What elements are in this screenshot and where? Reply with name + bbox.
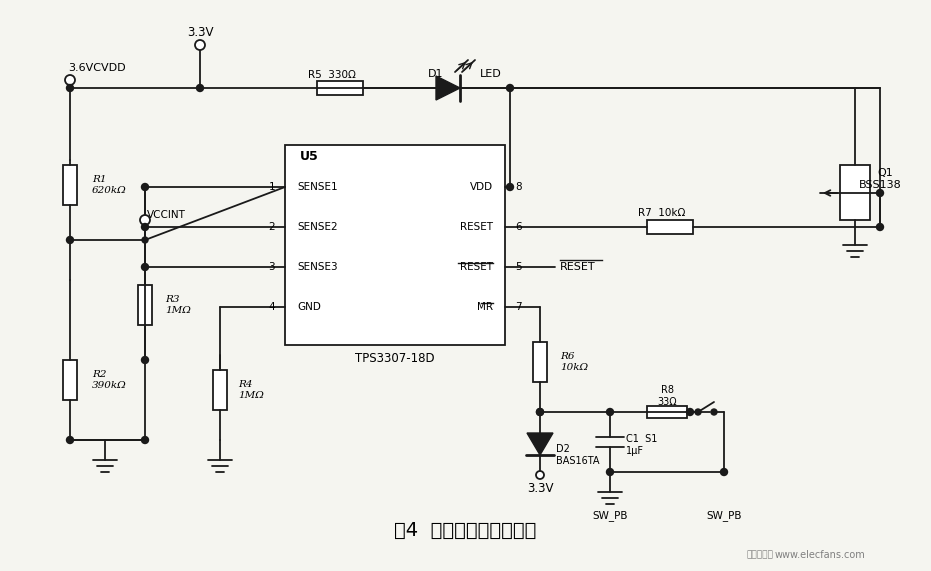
Bar: [285, 145, 505, 345]
Text: R7  10kΩ: R7 10kΩ: [639, 208, 686, 218]
Text: RESET: RESET: [560, 262, 596, 272]
Bar: [647, 406, 687, 418]
Circle shape: [66, 436, 74, 444]
Text: GND: GND: [297, 302, 321, 312]
Text: 电子发烧友: 电子发烧友: [747, 550, 774, 560]
Circle shape: [876, 190, 884, 196]
Text: 1: 1: [268, 182, 275, 192]
Circle shape: [536, 471, 544, 479]
Circle shape: [536, 408, 544, 416]
Text: LED: LED: [480, 69, 502, 79]
Bar: [213, 370, 227, 410]
Circle shape: [66, 85, 74, 91]
Circle shape: [66, 236, 74, 243]
Circle shape: [142, 263, 149, 271]
Text: VCCINT: VCCINT: [147, 210, 186, 220]
Text: 5: 5: [515, 262, 521, 272]
Circle shape: [606, 468, 614, 476]
Circle shape: [721, 468, 727, 476]
Text: R5  330Ω: R5 330Ω: [308, 70, 356, 80]
Text: R1
620kΩ: R1 620kΩ: [92, 175, 127, 195]
Text: RESET: RESET: [460, 262, 493, 272]
Text: 图4  电压监控及复位电路: 图4 电压监控及复位电路: [394, 521, 536, 540]
Text: 7: 7: [515, 302, 521, 312]
Text: U5: U5: [300, 151, 318, 163]
Bar: [138, 285, 152, 325]
Circle shape: [195, 40, 205, 50]
Text: BSS138: BSS138: [858, 180, 901, 190]
Text: 4: 4: [268, 302, 275, 312]
Text: R4
1MΩ: R4 1MΩ: [238, 380, 263, 400]
Text: SENSE1: SENSE1: [297, 182, 338, 192]
Polygon shape: [527, 433, 553, 455]
Circle shape: [196, 85, 204, 91]
Text: Q1: Q1: [877, 168, 893, 178]
Circle shape: [686, 408, 694, 416]
Bar: [840, 165, 870, 220]
Text: 8: 8: [515, 182, 521, 192]
Text: C1  S1
1μF: C1 S1 1μF: [626, 434, 657, 456]
Text: R3
1MΩ: R3 1MΩ: [165, 295, 191, 315]
Bar: [63, 165, 77, 205]
Circle shape: [711, 409, 717, 415]
Circle shape: [876, 223, 884, 231]
Text: R2
390kΩ: R2 390kΩ: [92, 371, 127, 389]
Bar: [317, 81, 363, 95]
Text: VDD: VDD: [470, 182, 493, 192]
Circle shape: [606, 408, 614, 416]
Text: MR: MR: [477, 302, 493, 312]
Circle shape: [140, 215, 150, 225]
Text: SW_PB: SW_PB: [707, 510, 742, 521]
Circle shape: [506, 85, 514, 91]
Text: 3.3V: 3.3V: [527, 482, 553, 496]
Circle shape: [142, 223, 149, 231]
Polygon shape: [436, 76, 460, 100]
Circle shape: [142, 356, 149, 364]
Circle shape: [65, 75, 75, 85]
Text: 2: 2: [268, 222, 275, 232]
Circle shape: [142, 237, 148, 243]
Text: 3.6VCVDD: 3.6VCVDD: [68, 63, 126, 73]
Circle shape: [536, 408, 544, 416]
Text: 6: 6: [515, 222, 521, 232]
Text: 3.3V: 3.3V: [187, 26, 213, 39]
Text: SENSE2: SENSE2: [297, 222, 338, 232]
Text: SENSE3: SENSE3: [297, 262, 338, 272]
Bar: [647, 220, 693, 234]
Text: D2
BAS16TA: D2 BAS16TA: [556, 444, 600, 466]
Circle shape: [695, 409, 701, 415]
Circle shape: [67, 77, 73, 83]
Circle shape: [506, 183, 514, 191]
Bar: [63, 360, 77, 400]
Text: TPS3307-18D: TPS3307-18D: [356, 352, 435, 365]
Text: D1: D1: [428, 69, 443, 79]
Text: 3: 3: [268, 262, 275, 272]
Text: www.elecfans.com: www.elecfans.com: [775, 550, 866, 560]
Circle shape: [142, 183, 149, 191]
Circle shape: [142, 436, 149, 444]
Text: RESET: RESET: [460, 222, 493, 232]
Text: R8
33Ω: R8 33Ω: [657, 385, 677, 407]
Text: SW_PB: SW_PB: [592, 510, 627, 521]
Text: R6
10kΩ: R6 10kΩ: [560, 352, 588, 372]
Bar: [533, 342, 547, 382]
